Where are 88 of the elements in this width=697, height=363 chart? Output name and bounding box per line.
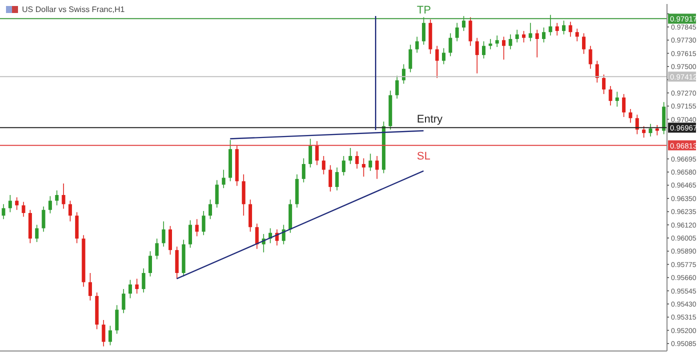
candlestick [328, 164, 332, 192]
candlestick [635, 114, 639, 135]
candlestick [68, 200, 72, 222]
candlestick [42, 206, 46, 232]
candlestick [222, 169, 226, 189]
candlestick [175, 246, 179, 280]
candlestick [48, 196, 52, 214]
candlestick [102, 320, 106, 347]
candlestick [615, 91, 619, 108]
candlestick [642, 126, 646, 138]
candlestick [322, 156, 326, 175]
candlestick [302, 158, 306, 183]
candlestick [655, 124, 659, 136]
candlestick [308, 138, 312, 168]
candlestick [122, 288, 126, 314]
candlestick [188, 220, 192, 248]
candlestick [348, 148, 352, 164]
candlestick [2, 204, 6, 220]
candlestick [128, 279, 132, 299]
candlestick [542, 27, 546, 43]
candlestick [448, 32, 452, 57]
candlestick [35, 224, 39, 242]
candlestick [422, 16, 426, 46]
candlestick [415, 36, 419, 54]
candlestick [55, 190, 59, 206]
ref-line-label: TP [416, 4, 431, 17]
candlestick [108, 325, 112, 346]
candlestick [442, 48, 446, 65]
candlestick [335, 167, 339, 191]
candlestick [355, 151, 359, 170]
candlestick [455, 22, 459, 42]
candlestick [155, 238, 159, 260]
candlestick [15, 196, 19, 210]
candlestick [135, 278, 139, 294]
candlestick [142, 268, 146, 293]
candlestick [482, 40, 486, 59]
candlestick [408, 44, 412, 73]
candlestick [622, 94, 626, 118]
candlestick [342, 156, 346, 176]
candlestick [8, 194, 12, 213]
candlestick [528, 22, 532, 42]
ref-line-label: Entry [416, 114, 444, 126]
candlestick [575, 28, 579, 42]
candlestick [395, 75, 399, 100]
candlestick [62, 183, 66, 210]
candlestick [555, 22, 559, 36]
candlestick [362, 158, 366, 178]
candlestick [582, 32, 586, 54]
candlestick [148, 250, 152, 277]
ref-line-label: SL [416, 150, 430, 162]
candlestick [75, 212, 79, 244]
candlestick [535, 29, 539, 58]
candlestick [168, 226, 172, 256]
chart-title: US Dollar vs Swiss Franc,H1 [22, 5, 125, 14]
candlestick [595, 60, 599, 83]
candlestick [162, 220, 166, 248]
candlestick [628, 108, 632, 124]
candlestick [508, 34, 512, 50]
candlestick [562, 20, 566, 35]
candlestick [502, 36, 506, 60]
candlestick [248, 199, 252, 232]
candlestick [475, 37, 479, 74]
candlestick [88, 272, 92, 301]
candlestick [115, 304, 119, 334]
candlestick [495, 35, 499, 48]
candlestick [208, 199, 212, 220]
candlestick [375, 156, 379, 180]
candlestick [648, 123, 652, 137]
candlestick [468, 16, 472, 46]
candlestick [608, 86, 612, 106]
candlestick [435, 45, 439, 78]
candlestick [588, 45, 592, 70]
candlestick [315, 140, 319, 166]
candlestick [22, 201, 26, 218]
candlestick [195, 218, 199, 237]
candlestick [548, 14, 552, 36]
candlestick [368, 153, 372, 172]
candlestick [402, 64, 406, 84]
candlestick [515, 29, 519, 43]
candlestick [202, 210, 206, 236]
candlestick [602, 74, 606, 94]
candlestick [462, 16, 466, 32]
candlestick [488, 38, 492, 50]
candlestick [568, 21, 572, 38]
candlestick [255, 223, 259, 250]
candlestick [242, 174, 246, 216]
candlestick [522, 30, 526, 43]
candlestick [215, 180, 219, 208]
